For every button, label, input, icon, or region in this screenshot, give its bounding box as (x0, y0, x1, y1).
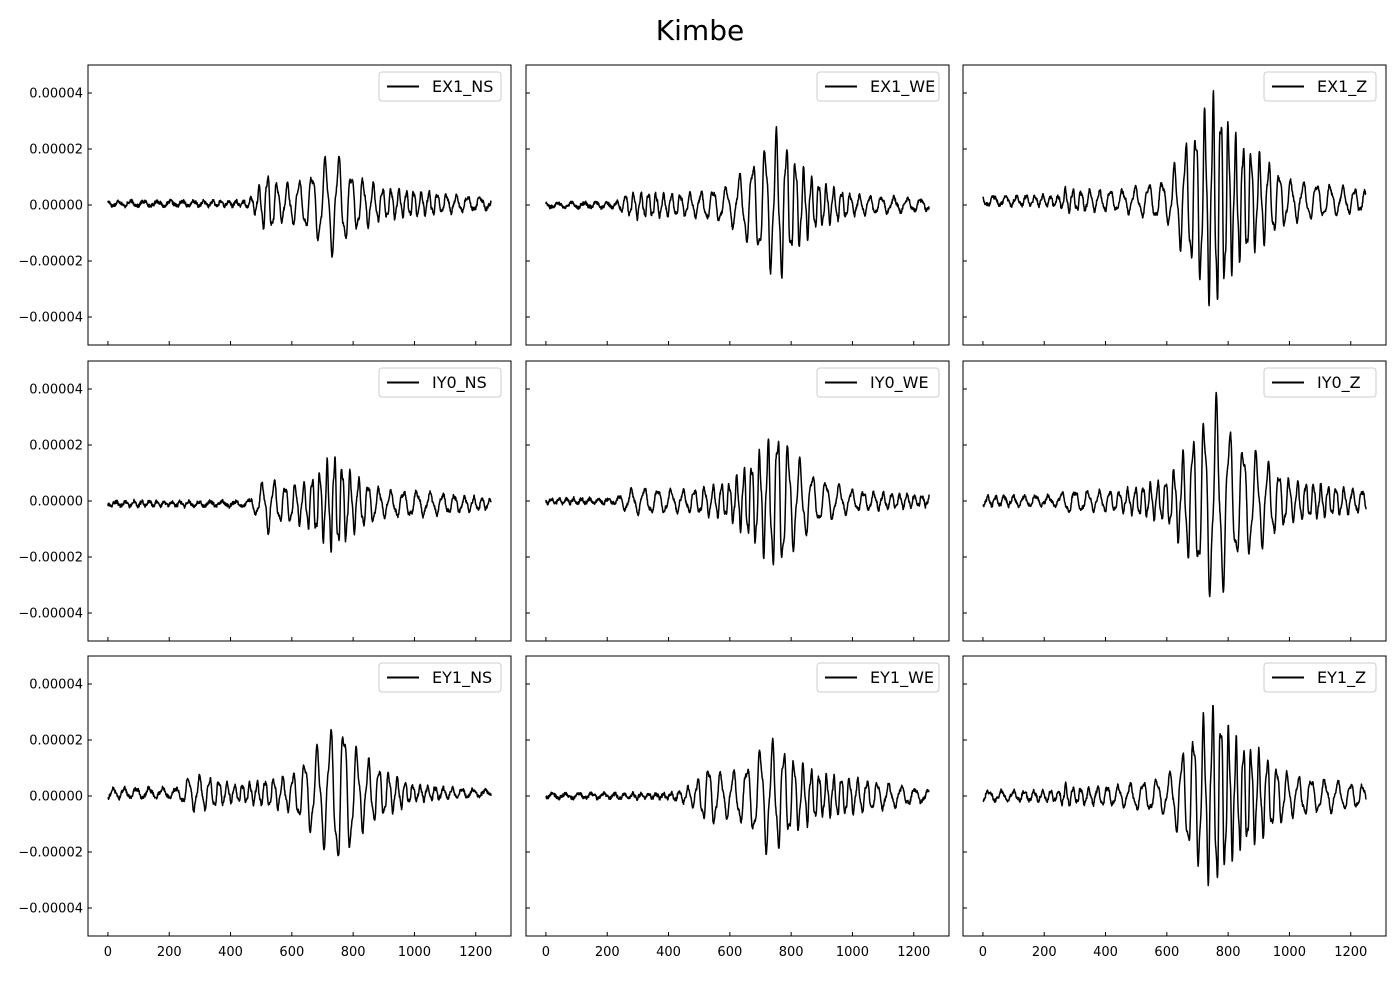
x-tick-label: 1200 (459, 945, 492, 960)
legend-label: EX1_WE (870, 77, 935, 97)
subplot-IY0_Z: IY0_Z (962, 360, 1387, 642)
x-tick-label: 800 (1216, 945, 1241, 960)
waveform-line-EX1_NS (107, 155, 492, 258)
x-tick-label: 1000 (1273, 945, 1306, 960)
x-tick-label: 1200 (1334, 945, 1367, 960)
legend: EX1_NS (378, 71, 502, 102)
legend: EY1_Z (1263, 662, 1377, 693)
x-tick-label: 400 (656, 945, 681, 960)
y-tick-label: 0.00004 (29, 678, 83, 693)
x-tick-label: 400 (1093, 945, 1118, 960)
x-tick-label: 0 (542, 945, 550, 960)
x-tick-label: 200 (1032, 945, 1057, 960)
x-tick-label: 200 (157, 945, 182, 960)
legend-label: EY1_NS (432, 668, 492, 688)
x-tick-label: 1000 (398, 945, 431, 960)
legend-label: EY1_WE (870, 668, 934, 688)
subplot-EX1_WE: EX1_WE (525, 64, 950, 346)
x-tick-label: 0 (979, 945, 987, 960)
y-tick-label: 0.00004 (29, 383, 83, 398)
legend-box (1263, 71, 1377, 102)
waveform-line-EY1_Z (982, 704, 1367, 887)
legend-label: EY1_Z (1317, 668, 1366, 688)
legend-label: EX1_Z (1317, 77, 1367, 97)
y-tick-label: −0.00004 (18, 902, 83, 917)
legend-label: IY0_NS (432, 373, 487, 393)
legend-box (378, 367, 502, 398)
y-tick-label: −0.00002 (18, 255, 83, 270)
waveform-line-IY0_NS (107, 456, 492, 553)
subplot-EY1_Z: 0 200 400 600 800 1000 1200 EY1_Z (962, 655, 1387, 960)
legend: IY0_Z (1263, 367, 1377, 398)
y-tick-label: 0.00000 (29, 790, 83, 805)
y-tick-label: −0.00004 (18, 311, 83, 326)
x-tick-label: 0 (104, 945, 112, 960)
legend-label: IY0_WE (870, 373, 929, 393)
waveform-line-EX1_Z (982, 90, 1367, 307)
legend-box (1263, 662, 1377, 693)
x-tick-label: 1000 (836, 945, 869, 960)
subplot-EY1_NS: 0 200 400 600 800 1000 1200 0.00004 0.00002 0.000… (18, 655, 512, 960)
y-tick-label: −0.00002 (18, 846, 83, 861)
y-tick-label: 0.00000 (29, 495, 83, 510)
legend: EY1_WE (816, 662, 940, 693)
waveform-line-EY1_NS (107, 728, 492, 857)
x-tick-label: 600 (717, 945, 742, 960)
legend: IY0_WE (816, 367, 940, 398)
x-tick-label: 600 (279, 945, 304, 960)
subplot-IY0_NS: 0.00004 0.00002 0.00000 −0.00002 −0.00004 IY0… (18, 360, 512, 642)
subplot-IY0_WE: IY0_WE (525, 360, 950, 642)
legend: IY0_NS (378, 367, 502, 398)
subplot-EY1_WE: 0 200 400 600 800 1000 1200 EY1_WE (525, 655, 950, 960)
y-tick-label: 0.00002 (29, 734, 83, 749)
x-tick-label: 600 (1154, 945, 1179, 960)
legend-box (1263, 367, 1377, 398)
waveform-line-EY1_WE (545, 737, 930, 856)
legend: EX1_WE (816, 71, 940, 102)
legend-box (378, 71, 502, 102)
axes-frame (87, 655, 512, 937)
waveform-line-EX1_WE (545, 125, 930, 279)
waveform-line-IY0_WE (545, 438, 930, 566)
legend-box (816, 662, 940, 693)
waveform-line-IY0_Z (982, 391, 1367, 598)
legend-box (378, 662, 502, 693)
y-tick-label: 0.00000 (29, 199, 83, 214)
axes-frame (962, 64, 1387, 346)
figure-title: Kimbe (655, 14, 745, 47)
legend: EX1_Z (1263, 71, 1377, 102)
x-tick-label: 1200 (897, 945, 930, 960)
y-tick-label: 0.00004 (29, 87, 83, 102)
subplot-EX1_Z: EX1_Z (962, 64, 1387, 346)
x-tick-label: 400 (218, 945, 243, 960)
legend: EY1_NS (378, 662, 502, 693)
x-tick-label: 800 (779, 945, 804, 960)
x-tick-label: 800 (341, 945, 366, 960)
subplot-EX1_NS: 0.00004 0.00002 0.00000 −0.00002 −0.00004 EX1… (18, 64, 512, 346)
y-tick-label: −0.00002 (18, 551, 83, 566)
y-tick-label: 0.00002 (29, 143, 83, 158)
legend-label: EX1_NS (432, 77, 493, 97)
legend-label: IY0_Z (1317, 373, 1361, 393)
legend-box (816, 367, 940, 398)
x-tick-label: 200 (595, 945, 620, 960)
y-tick-label: −0.00004 (18, 607, 83, 622)
legend-box (816, 71, 940, 102)
y-tick-label: 0.00002 (29, 439, 83, 454)
